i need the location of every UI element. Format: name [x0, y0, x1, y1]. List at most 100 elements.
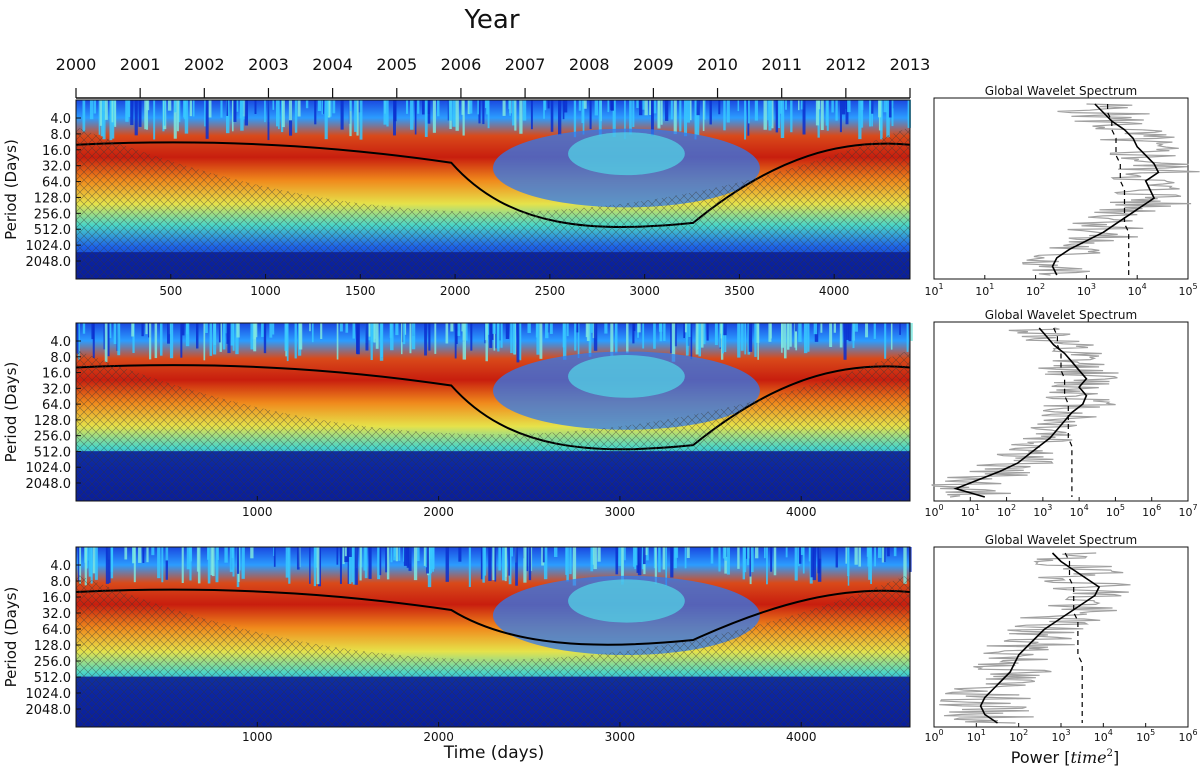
streak — [379, 547, 381, 575]
streak — [755, 100, 758, 121]
streak — [114, 323, 117, 344]
streak — [469, 547, 471, 587]
streak — [417, 547, 420, 561]
streak — [437, 100, 439, 116]
y-tick-label: 512.0 — [34, 223, 71, 238]
streak — [182, 547, 184, 583]
streak — [803, 547, 805, 573]
year-tick-label: 2011 — [761, 55, 802, 74]
streak — [711, 547, 714, 564]
x-tick-label: 4000 — [786, 730, 817, 744]
spectrum-title: Global Wavelet Spectrum — [985, 308, 1137, 322]
streak — [550, 323, 553, 334]
streak — [636, 100, 638, 108]
streak — [878, 547, 881, 558]
streak — [424, 547, 426, 566]
y-tick-label: 2048.0 — [26, 255, 72, 270]
streak — [105, 100, 108, 120]
streak — [233, 323, 235, 351]
streak — [774, 547, 776, 575]
y-tick-label: 128.0 — [34, 414, 71, 429]
low-power-core — [568, 579, 685, 622]
streak — [492, 323, 495, 334]
streak — [298, 100, 301, 117]
streak — [95, 547, 98, 580]
streak — [511, 547, 513, 556]
streak — [590, 547, 593, 571]
spectrum-x-tick-label: 106 — [1178, 728, 1197, 744]
streak — [341, 100, 344, 130]
streak — [707, 323, 709, 341]
x-tick-label: 2000 — [423, 730, 454, 744]
streak — [100, 100, 102, 126]
streak — [205, 323, 208, 333]
streak — [428, 323, 430, 351]
x-axis-label: Time (days) — [443, 743, 544, 763]
streak — [531, 100, 533, 129]
streak — [723, 323, 726, 335]
streak — [166, 547, 169, 560]
streak — [264, 100, 266, 122]
streak — [337, 323, 339, 360]
streak — [635, 547, 637, 565]
streak — [770, 547, 772, 572]
streak — [102, 100, 104, 111]
streak — [703, 323, 705, 344]
streak — [288, 547, 290, 584]
streak — [720, 323, 722, 334]
streak — [383, 100, 386, 125]
streak — [359, 547, 361, 580]
streak — [536, 323, 539, 355]
year-tick-label: 2004 — [312, 55, 353, 74]
streak — [274, 547, 276, 567]
streak — [587, 323, 590, 341]
streak — [422, 100, 425, 114]
streak — [795, 323, 797, 331]
streak — [365, 323, 368, 351]
streak — [510, 323, 513, 353]
streak — [207, 547, 209, 560]
y-axis-label: Period (Days) — [2, 587, 20, 688]
streak — [272, 100, 274, 110]
streak — [250, 547, 253, 558]
streak — [393, 547, 396, 560]
streak — [325, 100, 328, 139]
year-tick-label: 2008 — [569, 55, 610, 74]
streak — [264, 323, 266, 353]
streak — [425, 100, 428, 137]
streak — [554, 547, 557, 557]
streak — [517, 323, 520, 362]
streak — [458, 323, 461, 336]
streak — [654, 100, 657, 113]
streak — [415, 100, 417, 134]
year-tick-label: 2007 — [505, 55, 546, 74]
spectrum-title: Global Wavelet Spectrum — [985, 533, 1137, 547]
spectrum-x-tick-label: 100 — [924, 728, 943, 744]
streak — [519, 100, 522, 134]
streak — [687, 547, 690, 558]
streak — [685, 323, 687, 332]
streak — [581, 100, 584, 123]
streak — [878, 100, 881, 117]
streak — [615, 323, 618, 353]
streak — [174, 100, 176, 112]
streak — [117, 323, 120, 355]
y-tick-label: 32.0 — [42, 160, 71, 175]
streak — [240, 100, 243, 131]
panel-1: 4.08.016.032.064.0128.0256.0512.01024.02… — [2, 84, 1200, 298]
x-tick-label: 2500 — [535, 284, 566, 298]
streak — [607, 100, 609, 112]
spectrum-x-tick-label: 101 — [961, 503, 980, 519]
streak — [840, 323, 843, 347]
streak — [322, 100, 324, 114]
streak — [485, 323, 487, 361]
streak — [314, 100, 316, 124]
year-tick-label: 2013 — [890, 55, 931, 74]
year-tick-label: 2009 — [633, 55, 674, 74]
streak — [365, 547, 368, 578]
streak — [295, 323, 297, 358]
streak — [414, 547, 417, 580]
streak — [741, 323, 744, 351]
streak — [168, 100, 171, 111]
streak — [632, 100, 634, 127]
